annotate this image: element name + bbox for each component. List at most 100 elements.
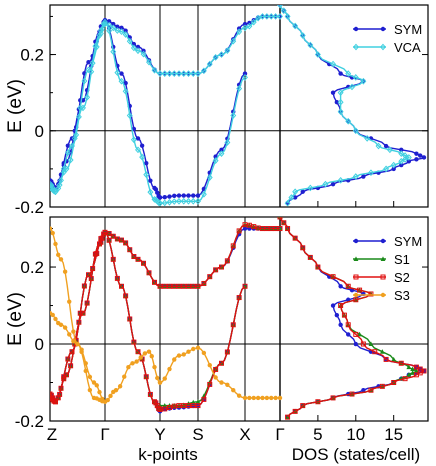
band-point: [50, 230, 55, 236]
series-s2: [50, 217, 427, 420]
band-point: [106, 237, 112, 243]
band-point: [155, 190, 160, 195]
dos-point: [421, 155, 427, 160]
series-s3: [50, 226, 283, 404]
dos-point: [288, 194, 295, 201]
band-point: [162, 406, 168, 412]
band-point: [62, 269, 68, 274]
legend: SYM S1 S2 S3: [353, 234, 422, 303]
band-point: [246, 22, 253, 30]
band-point: [110, 48, 117, 56]
dos-point: [361, 174, 366, 179]
dos-point: [346, 332, 351, 337]
band-point: [114, 69, 121, 76]
dos-point: [284, 199, 291, 207]
dos-point: [330, 274, 336, 280]
band-line: [159, 73, 246, 199]
band-point: [146, 58, 152, 66]
band-point: [111, 21, 116, 27]
band-point: [251, 395, 256, 401]
band-point: [122, 87, 129, 95]
band-point: [50, 391, 53, 397]
legend-swatch-marker: [353, 43, 359, 51]
band-point: [201, 396, 207, 402]
band-point: [98, 236, 104, 242]
dos-point: [345, 283, 351, 289]
dos-point: [405, 154, 412, 161]
dos-point: [398, 150, 405, 157]
band-point: [277, 395, 283, 401]
band-point: [69, 142, 75, 150]
dos-point: [307, 41, 314, 49]
dos-point: [352, 127, 359, 135]
y-tick-label: 0.2: [20, 258, 44, 277]
legend-swatch-marker: [353, 26, 359, 32]
band-point: [67, 332, 72, 337]
band-point: [151, 66, 158, 74]
dos-point: [361, 388, 366, 393]
band-point: [190, 197, 197, 205]
legend-swatch-marker: [380, 238, 386, 244]
band-point: [151, 196, 158, 203]
dos-point: [330, 60, 337, 68]
bottom-panel: 0.2 0 -0.2 E (eV) SYM S1 S2 S3 Z Γ Y S X Γ 5 10 15 k-poin…: [5, 216, 429, 464]
dos-point: [402, 152, 409, 159]
band-point: [126, 37, 133, 45]
band-point: [167, 194, 172, 199]
band-point: [135, 47, 141, 55]
band-point: [155, 199, 162, 206]
band-point: [91, 380, 97, 385]
dos-point: [349, 391, 355, 397]
band-point: [206, 60, 213, 68]
band-point: [122, 31, 129, 38]
y-axis-label: E (eV): [5, 292, 26, 346]
band-point: [114, 27, 121, 34]
legend-swatch-marker: [380, 43, 386, 51]
band-point: [58, 322, 64, 327]
band-point: [50, 395, 56, 401]
dos-point: [281, 220, 287, 226]
band-point: [113, 388, 119, 393]
band-point: [171, 70, 178, 77]
band-point: [218, 51, 225, 58]
band-point: [119, 283, 124, 289]
band-point: [156, 405, 162, 411]
dos-point: [367, 169, 374, 177]
band-point: [161, 199, 168, 207]
band-point: [144, 160, 149, 166]
band-point: [272, 13, 279, 20]
band-point: [224, 47, 231, 54]
band-point: [273, 395, 278, 401]
band-line: [50, 223, 280, 403]
band-point: [191, 346, 196, 352]
dos-point: [299, 32, 306, 39]
dos-point: [345, 322, 351, 328]
band-point: [83, 368, 88, 374]
top-panel: 0.2 0 -0.2 E (eV) SYM VCA: [5, 4, 429, 217]
dos-point: [337, 108, 344, 116]
dos-point: [292, 408, 298, 414]
band-point: [185, 70, 192, 77]
band-point: [97, 30, 104, 37]
band-point: [242, 283, 248, 289]
band-point: [242, 74, 248, 81]
band-point: [117, 384, 123, 389]
dos-point: [383, 165, 390, 173]
band-point: [153, 187, 159, 192]
band-point: [126, 365, 131, 370]
band-point: [195, 197, 201, 205]
dos-point: [300, 245, 306, 251]
kpoint-label: X: [239, 425, 250, 444]
dos-point: [357, 287, 363, 293]
band-point: [190, 283, 196, 289]
band-point: [195, 345, 201, 351]
band-point: [123, 80, 128, 86]
plot-frame: [49, 4, 429, 208]
dos-point: [364, 135, 371, 142]
band-point: [148, 178, 153, 183]
band-point: [195, 70, 201, 77]
band-point: [146, 349, 152, 354]
band-point: [166, 70, 173, 77]
legend-label: S2: [394, 270, 410, 285]
band-point: [195, 193, 201, 198]
